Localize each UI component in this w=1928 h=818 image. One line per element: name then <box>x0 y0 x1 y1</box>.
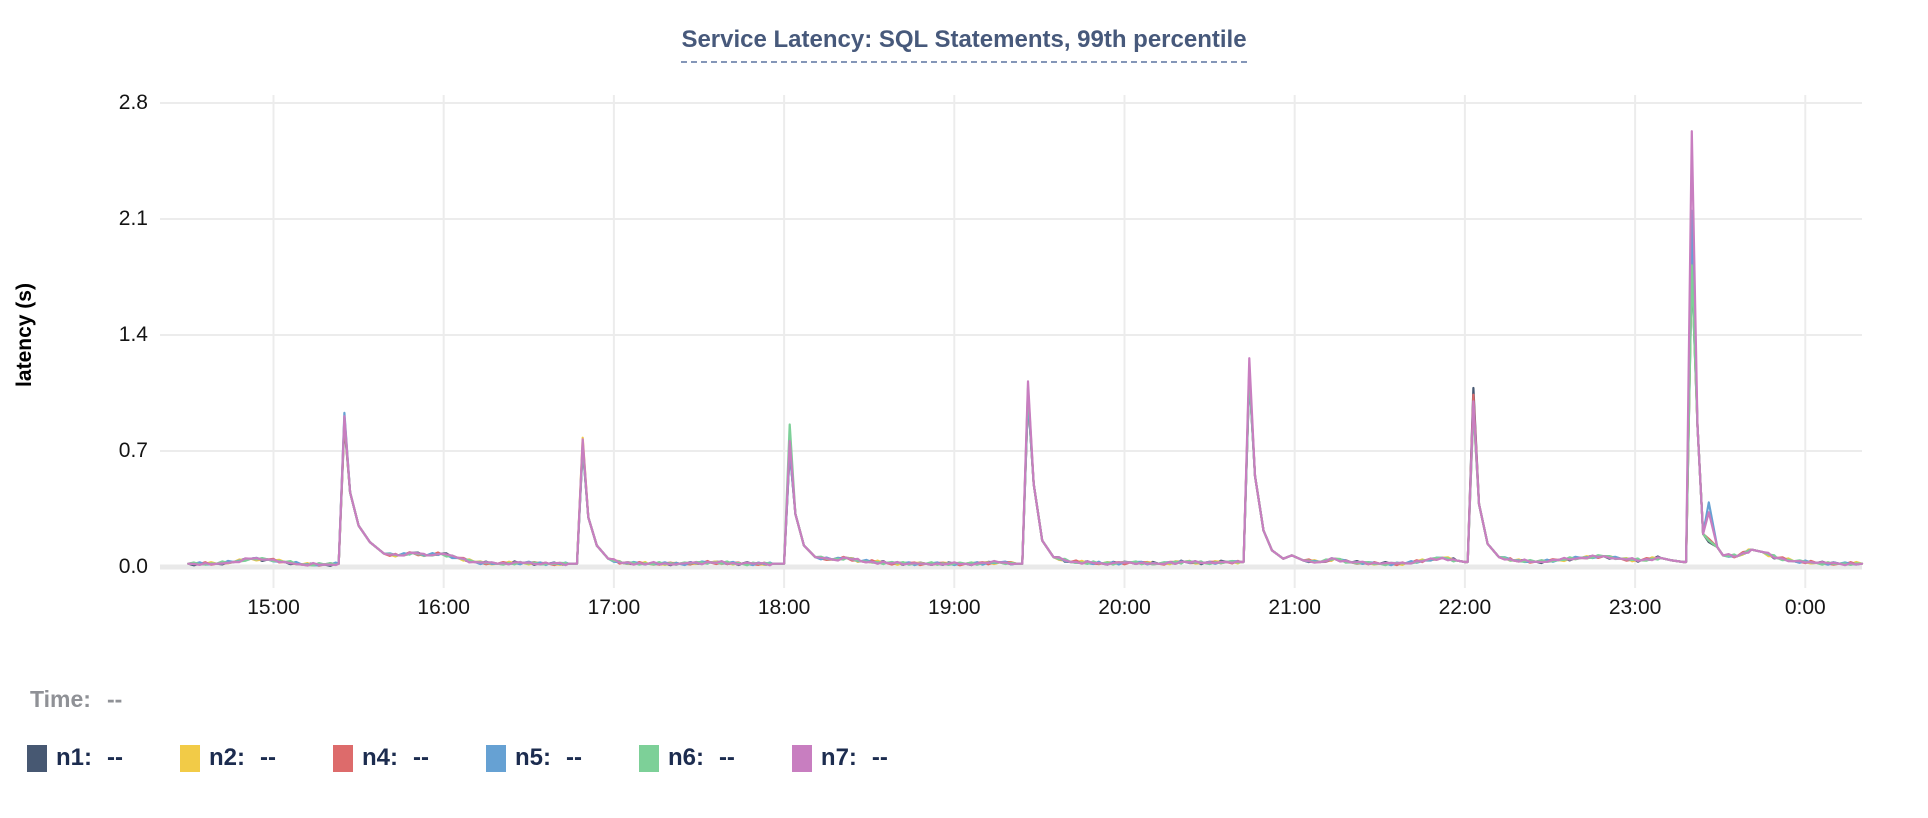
legend-item-n1: n1: -- <box>27 744 123 772</box>
legend-value: -- <box>259 744 276 771</box>
y-tick-label: 2.8 <box>118 91 148 114</box>
legend-label: n4: <box>361 744 398 771</box>
legend-value: -- <box>412 744 429 771</box>
legend-swatch-n7 <box>791 744 812 772</box>
legend-item-n6: n6: -- <box>638 744 735 772</box>
legend-value: -- <box>107 744 123 771</box>
x-axis-line <box>160 564 1862 570</box>
legend-item-n4: n4: -- <box>332 744 429 772</box>
chart-title[interactable]: Service Latency: SQL Statements, 99th pe… <box>681 26 1247 63</box>
legend-swatch-n2 <box>179 744 200 772</box>
legend-label: n1: <box>56 744 92 771</box>
series-line-n2 <box>187 259 1864 567</box>
legend-swatch-n1 <box>27 744 47 772</box>
legend-value: -- <box>718 744 735 771</box>
x-tick-label: 21:00 <box>1268 596 1321 619</box>
y-axis-label-text: latency (s) <box>13 283 36 387</box>
x-tick-label: 22:00 <box>1438 596 1492 619</box>
latency-chart[interactable]: latency (s) 2.8 2.1 1.4 0.7 0.0 15:00 16:00 17:… <box>0 0 1928 660</box>
x-tick-label: 17:00 <box>587 596 641 619</box>
legend-swatch-n6 <box>638 744 659 772</box>
chart-canvas[interactable] <box>0 0 1928 660</box>
y-axis-label: latency (s) <box>10 10 40 660</box>
legend-label: n5: <box>514 744 551 771</box>
legend-item-n5: n5: -- <box>485 744 582 772</box>
x-tick-label: 16:00 <box>417 596 470 619</box>
legend-item-n7: n7: -- <box>791 744 888 772</box>
legend-label: n6: <box>667 744 704 771</box>
x-tick-label: 20:00 <box>1098 596 1151 619</box>
x-tick-label: 23:00 <box>1608 596 1662 619</box>
x-tick-label: 19:00 <box>928 596 981 619</box>
series-line-n7 <box>187 130 1864 567</box>
x-tick-label: 15:00 <box>247 596 300 619</box>
y-tick-label: 2.1 <box>118 207 148 230</box>
y-tick-label: 1.4 <box>118 323 148 346</box>
legend-swatch-n5 <box>485 744 506 772</box>
hover-time-readout: Time: -- <box>30 686 122 713</box>
time-value: -- <box>106 686 123 712</box>
legend-item-n2: n2: -- <box>179 744 276 772</box>
y-tick-label: 0.7 <box>118 439 148 462</box>
series-line-n1 <box>187 267 1864 567</box>
x-tick-label: 0:00 <box>1784 596 1826 619</box>
chart-title-row: Service Latency: SQL Statements, 99th pe… <box>0 26 1928 63</box>
time-label: Time: <box>30 686 91 712</box>
y-tick-label: 0.0 <box>118 555 148 578</box>
series-line-n5 <box>187 209 1864 567</box>
legend-label: n7: <box>820 744 857 771</box>
legend-label: n2: <box>208 744 245 771</box>
legend-value: -- <box>565 744 582 771</box>
series-line-n6 <box>187 264 1864 567</box>
x-tick-label: 18:00 <box>757 596 811 619</box>
legend-swatch-n4 <box>332 744 353 772</box>
chart-legend: n1: -- n2: -- n4: -- n5: -- n6: -- n7: -… <box>27 744 888 772</box>
series-line-n4 <box>187 242 1864 567</box>
legend-value: -- <box>871 744 888 771</box>
